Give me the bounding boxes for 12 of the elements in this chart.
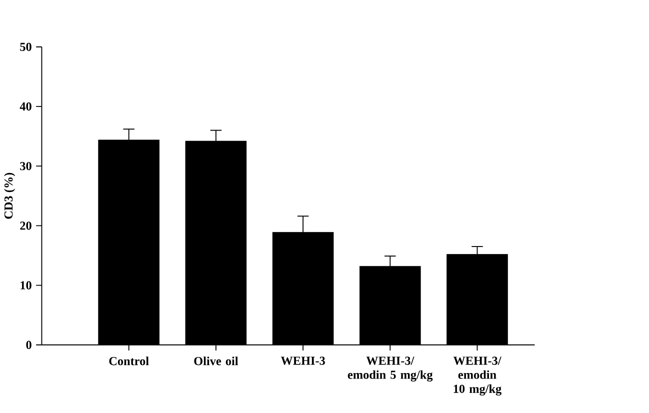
x-tick-label: WEHI-3/ emodin 5 mg/kg (348, 356, 433, 382)
y-tick-label: 20 (20, 221, 32, 230)
y-tick-label: 50 (20, 42, 32, 51)
x-tick-label: WEHI-3 (280, 356, 325, 365)
y-tick-label: 0 (26, 340, 32, 349)
y-tick-label: 40 (20, 102, 32, 110)
y-axis-title: CD3 (%) (4, 172, 16, 219)
x-tick-label: Control (109, 356, 149, 366)
x-tick-label: WEHI-3/ emodin 10 mg/kg (453, 356, 502, 396)
y-tick-label: 10 (20, 281, 32, 290)
y-tick-label: 30 (20, 162, 32, 170)
x-tick-label: Olive oil (194, 356, 238, 366)
